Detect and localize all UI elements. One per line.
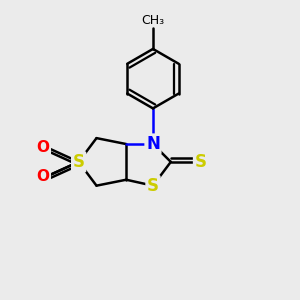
Text: S: S xyxy=(73,153,85,171)
Text: S: S xyxy=(147,177,159,195)
Text: O: O xyxy=(37,140,50,154)
Text: O: O xyxy=(37,169,50,184)
Text: S: S xyxy=(194,153,206,171)
Text: CH₃: CH₃ xyxy=(141,14,164,27)
Text: N: N xyxy=(146,135,160,153)
